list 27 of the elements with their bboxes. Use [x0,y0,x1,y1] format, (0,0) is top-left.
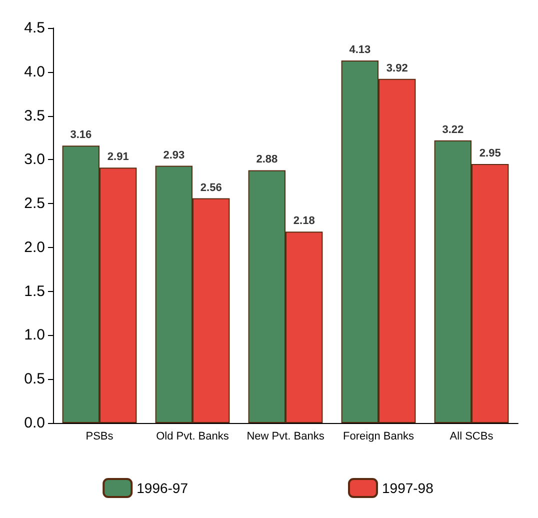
data-label: 2.93 [163,149,185,162]
y-tick-label: 2.0 [24,238,45,256]
x-tick-label: New Pvt. Banks [246,430,325,442]
data-label: 2.91 [107,151,129,164]
y-tick-label: 2.5 [24,195,45,212]
data-label: 2.18 [293,215,315,228]
data-label: 2.56 [200,182,222,194]
data-label: 2.95 [479,148,501,160]
x-tick-label: Old Pvt. Banks [156,430,230,442]
data-label: 2.88 [256,154,278,166]
data-label: 4.13 [349,44,371,56]
legend-label: 1997-98 [382,480,434,496]
y-tick-label: 0.5 [24,370,45,388]
data-label: 3.92 [386,62,408,74]
x-tick-label: PSBs [86,430,114,442]
x-tick-label: Foreign Banks [343,430,414,442]
x-tick-label: All SCBs [450,430,494,442]
y-tick-label: 0.0 [24,414,45,432]
y-tick-label: 1.5 [24,282,45,300]
y-tick-label: 3.5 [24,107,45,124]
legend-label: 1996-97 [136,480,188,496]
y-tick-label: 4.5 [24,20,45,36]
y-tick-label: 3.0 [24,151,45,168]
data-label: 3.16 [70,129,92,142]
data-label: 3.22 [442,124,464,136]
y-tick-label: 1.0 [24,326,45,344]
y-tick-label: 4.0 [24,63,45,80]
